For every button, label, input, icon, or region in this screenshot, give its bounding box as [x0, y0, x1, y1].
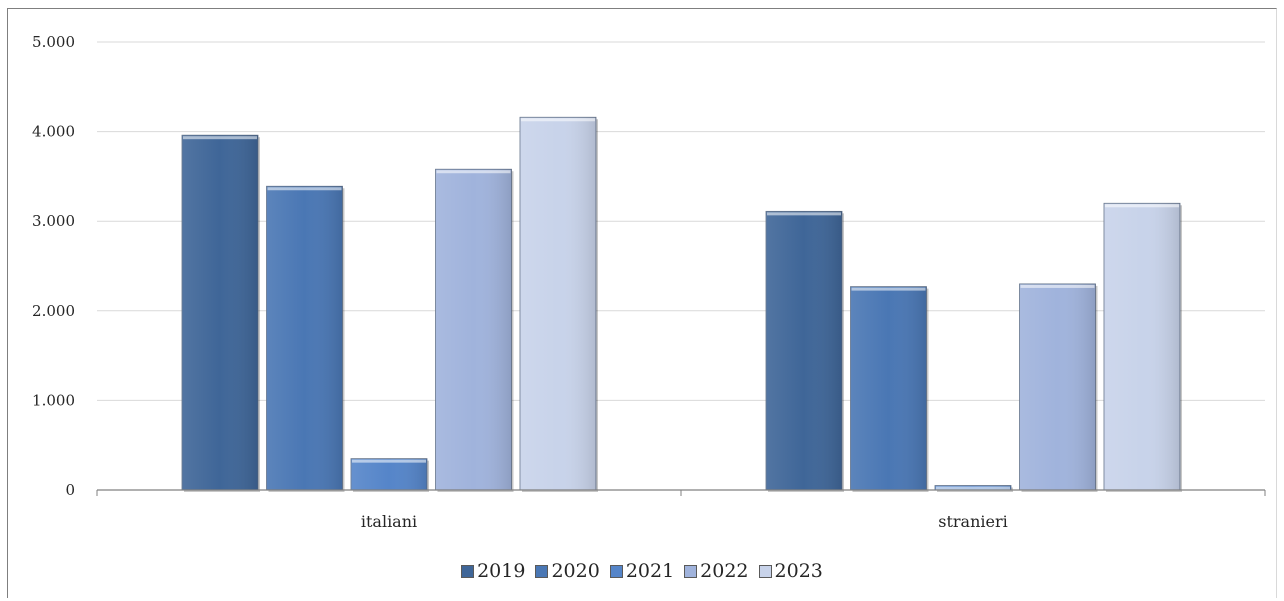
category-label: italiani [361, 512, 417, 531]
bar-shine [435, 169, 512, 490]
legend-label: 2021 [625, 560, 675, 582]
x-axis [96, 489, 1266, 496]
legend-item: 2022 [684, 560, 749, 582]
bar-highlight [1020, 284, 1095, 288]
legend-label: 2020 [551, 560, 600, 582]
y-axis-ticks: 0 1.000 2.000 3.000 4.000 5.000 [32, 33, 75, 499]
bar-highlight [352, 459, 426, 463]
legend-swatch [758, 564, 772, 578]
bar-shine [1019, 283, 1096, 490]
legend-swatch [609, 564, 623, 578]
y-tick-label: 5.000 [32, 33, 75, 51]
bar-highlight [851, 287, 926, 291]
category-label: stranieri [938, 512, 1007, 531]
bar-shine [850, 286, 927, 490]
legend-swatch [461, 564, 475, 578]
bar-highlight [436, 170, 511, 174]
legend: 2019 2020 2021 2022 2023 [0, 560, 1284, 582]
chart-frame [7, 8, 1277, 598]
legend-swatch [535, 564, 549, 578]
bar-highlight [267, 187, 342, 191]
legend-item: 2021 [609, 560, 675, 582]
legend-label: 2023 [774, 560, 823, 582]
bar-shine [1104, 203, 1180, 490]
bar-highlight [521, 118, 595, 122]
bar-shine [520, 117, 596, 490]
bar-highlight [183, 136, 257, 140]
legend-swatch [684, 564, 698, 578]
y-tick-label: 0 [65, 481, 75, 499]
bar-highlight [1105, 204, 1179, 208]
bar-highlight [936, 486, 1010, 490]
y-tick-label: 4.000 [32, 123, 75, 141]
legend-item: 2020 [535, 560, 600, 582]
y-tick-label: 3.000 [32, 212, 75, 230]
bars [181, 116, 1182, 493]
y-tick-label: 2.000 [32, 302, 75, 320]
bar-shine [351, 458, 427, 490]
bar-shine [766, 211, 842, 490]
bar-shine [182, 135, 258, 490]
legend-label: 2022 [700, 560, 749, 582]
legend-item: 2023 [758, 560, 823, 582]
y-tick-label: 1.000 [32, 391, 75, 409]
bar-shine [266, 186, 343, 491]
legend-label: 2019 [477, 560, 526, 582]
bar-highlight [767, 212, 841, 216]
legend-item: 2019 [461, 560, 525, 582]
x-axis-categories: italiani stranieri [361, 512, 1008, 531]
